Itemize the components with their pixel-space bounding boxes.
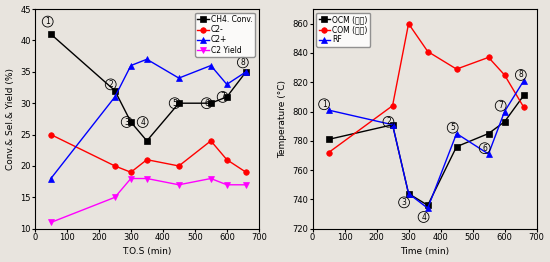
RF (405, 192, 412, 195)
C2 Yield (112, 196, 118, 199)
COM (온도) (389, 104, 396, 107)
C2+ (112, 95, 118, 99)
OCM (온도) (325, 138, 332, 141)
RF (389, 123, 396, 126)
Line: COM (온도): COM (온도) (326, 21, 526, 155)
C2+ (175, 77, 182, 80)
Y-axis label: Temperature (°C): Temperature (°C) (278, 80, 287, 158)
OCM (온도) (425, 204, 431, 207)
Text: 1: 1 (45, 17, 50, 26)
COM (온도) (485, 56, 492, 59)
Text: 5: 5 (172, 99, 177, 108)
X-axis label: Time (min): Time (min) (400, 247, 449, 256)
RF (325, 108, 332, 112)
RF (501, 110, 508, 113)
Text: 6: 6 (204, 99, 209, 108)
COM (온도) (325, 151, 332, 154)
C2+ (223, 83, 230, 86)
Text: 3: 3 (124, 118, 129, 127)
Text: 2: 2 (386, 117, 391, 126)
OCM (온도) (520, 94, 527, 97)
CH4. Conv. (207, 102, 214, 105)
Line: C2+: C2+ (48, 57, 249, 181)
RF (425, 207, 431, 210)
Text: 7: 7 (220, 92, 225, 101)
Line: C2-: C2- (48, 132, 249, 175)
Legend: OCM (온도), COM (온도), RF: OCM (온도), COM (온도), RF (316, 13, 370, 47)
Text: 4: 4 (421, 212, 426, 221)
C2 Yield (175, 183, 182, 186)
C2- (223, 158, 230, 161)
C2- (144, 158, 150, 161)
C2+ (144, 58, 150, 61)
CH4. Conv. (48, 32, 54, 36)
Y-axis label: Conv.& Sel.& Yield (%): Conv.& Sel.& Yield (%) (6, 68, 14, 170)
C2 Yield (243, 183, 249, 186)
Text: 7: 7 (498, 101, 503, 110)
C2 Yield (144, 177, 150, 180)
OCM (온도) (453, 145, 460, 148)
C2- (128, 171, 134, 174)
COM (온도) (520, 106, 527, 109)
OCM (온도) (485, 132, 492, 135)
RF (453, 132, 460, 135)
OCM (온도) (501, 120, 508, 123)
CH4. Conv. (223, 95, 230, 99)
COM (온도) (501, 73, 508, 77)
OCM (온도) (389, 123, 396, 126)
Line: OCM (온도): OCM (온도) (326, 93, 526, 208)
OCM (온도) (405, 192, 412, 195)
RF (485, 152, 492, 156)
COM (온도) (425, 50, 431, 53)
X-axis label: T.O.S (min): T.O.S (min) (122, 247, 172, 256)
Text: 6: 6 (482, 144, 487, 153)
C2 Yield (207, 177, 214, 180)
C2+ (128, 64, 134, 67)
C2- (243, 171, 249, 174)
C2 Yield (48, 221, 54, 224)
C2+ (48, 177, 54, 180)
COM (온도) (405, 22, 412, 25)
Line: RF: RF (326, 78, 526, 211)
Text: 4: 4 (140, 118, 145, 127)
CH4. Conv. (112, 89, 118, 92)
COM (온도) (453, 68, 460, 71)
Text: 2: 2 (108, 80, 113, 89)
Line: CH4. Conv.: CH4. Conv. (48, 31, 249, 144)
C2+ (243, 70, 249, 73)
C2 Yield (128, 177, 134, 180)
Text: 8: 8 (240, 58, 245, 67)
C2+ (207, 64, 214, 67)
Text: 5: 5 (450, 123, 455, 132)
C2- (175, 164, 182, 167)
C2 Yield (223, 183, 230, 186)
CH4. Conv. (128, 121, 134, 124)
C2- (112, 164, 118, 167)
Legend: CH4. Conv., C2-, C2+, C2 Yield: CH4. Conv., C2-, C2+, C2 Yield (195, 13, 255, 57)
Line: C2 Yield: C2 Yield (48, 176, 249, 225)
Text: 1: 1 (322, 100, 327, 109)
CH4. Conv. (175, 102, 182, 105)
Text: 3: 3 (402, 198, 406, 207)
RF (520, 79, 527, 82)
Text: 8: 8 (519, 70, 523, 79)
CH4. Conv. (144, 139, 150, 143)
CH4. Conv. (243, 70, 249, 73)
C2- (207, 139, 214, 143)
C2- (48, 133, 54, 136)
